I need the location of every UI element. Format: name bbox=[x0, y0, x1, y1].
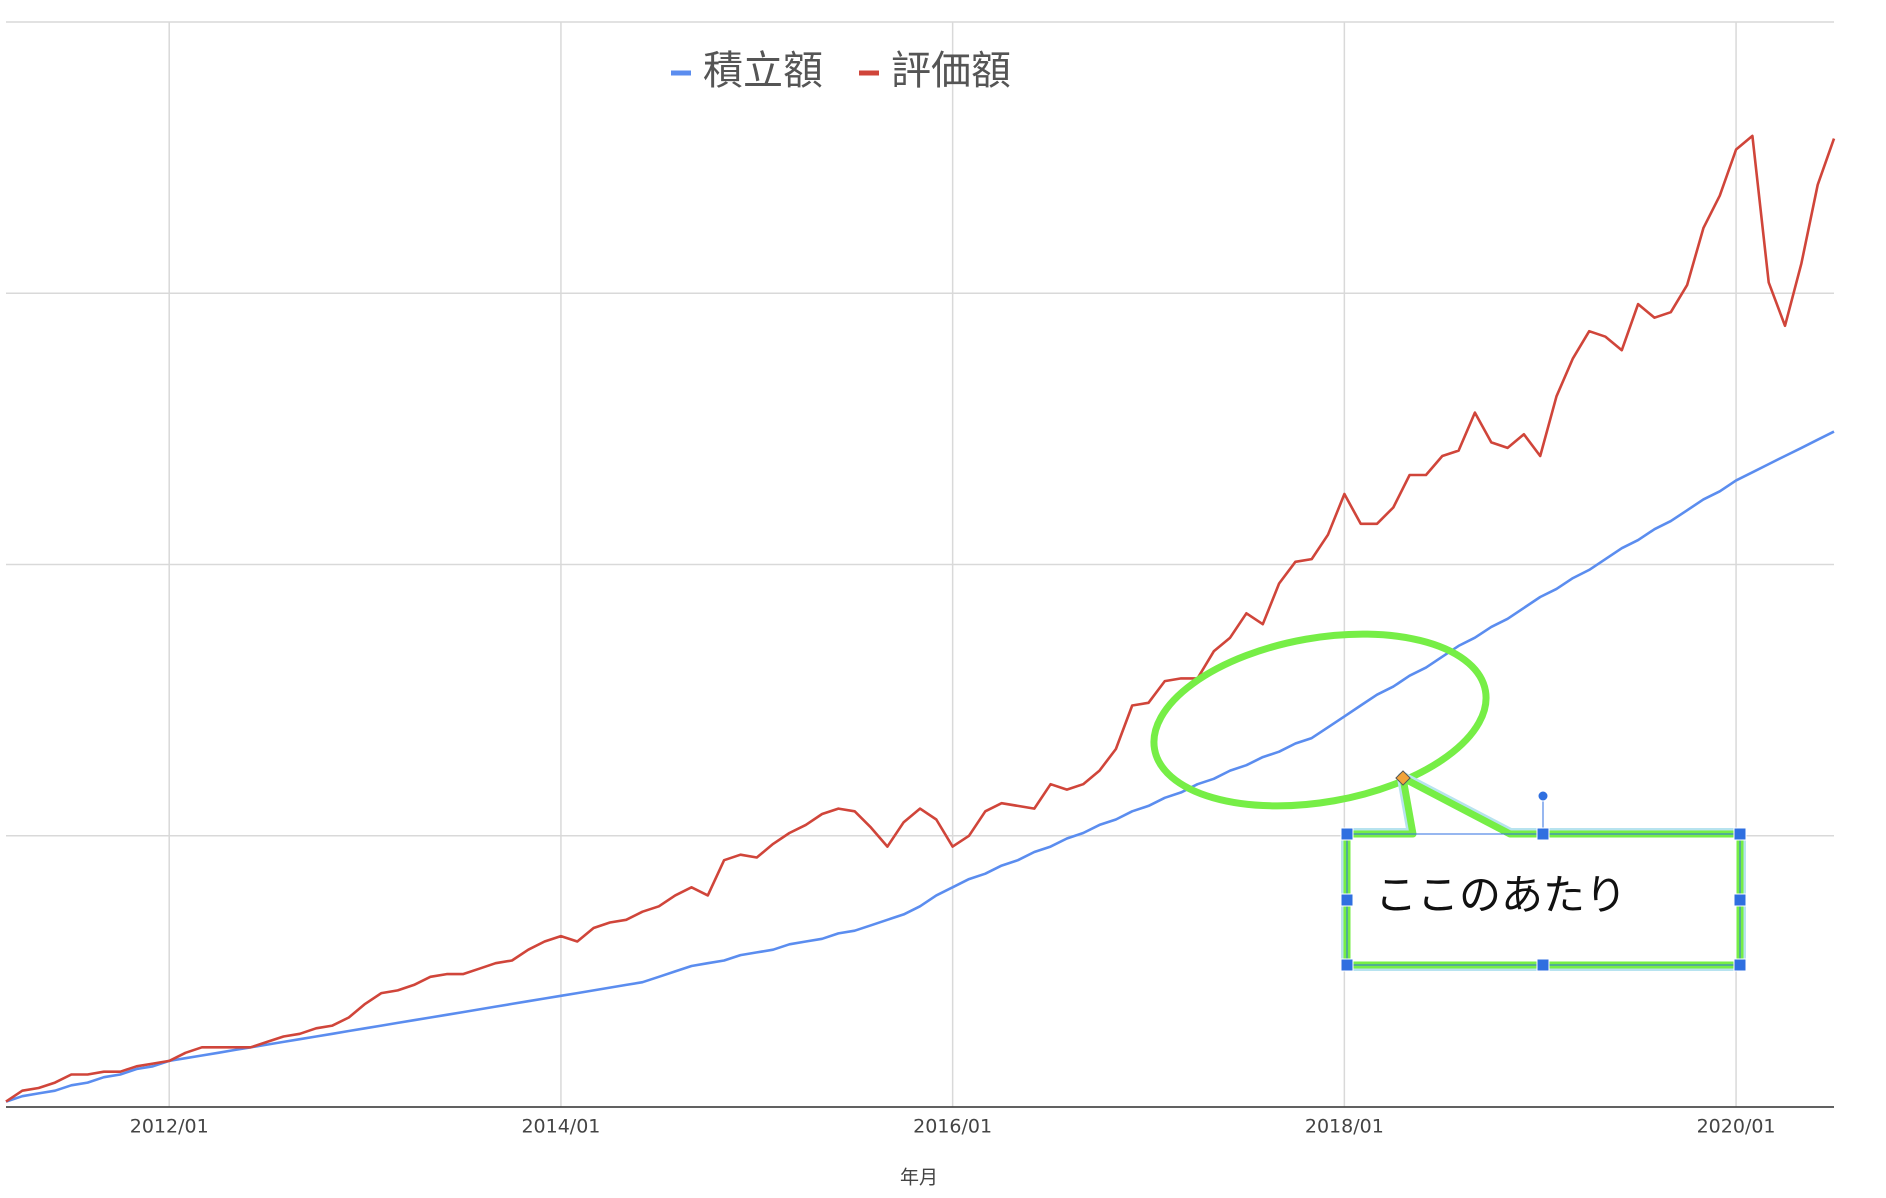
resize-handle[interactable] bbox=[1340, 893, 1354, 907]
legend: 積立額 評価額 bbox=[671, 48, 1011, 94]
series-line bbox=[5, 134, 1836, 1103]
resize-handle[interactable] bbox=[1536, 827, 1550, 841]
x-tick-label: 2014/01 bbox=[521, 1116, 600, 1138]
x-tick-label: 2018/01 bbox=[1305, 1116, 1384, 1138]
resize-handle[interactable] bbox=[1733, 893, 1747, 907]
plot-lines bbox=[5, 134, 1836, 1103]
x-ticks: 2012/01 2014/01 2016/01 2018/01 2020/01 bbox=[130, 1116, 1776, 1138]
series-line bbox=[5, 430, 1835, 1103]
highlight-ellipse bbox=[1150, 630, 1490, 810]
x-axis-title: 年月 bbox=[900, 1167, 938, 1189]
resize-handle[interactable] bbox=[1733, 958, 1747, 972]
x-tick-label: 2016/01 bbox=[913, 1116, 992, 1138]
callout-text[interactable]: ここのあたり bbox=[1375, 871, 1627, 920]
tail-handle[interactable] bbox=[1395, 770, 1411, 786]
x-tick-label: 2012/01 bbox=[130, 1116, 209, 1138]
resize-handle[interactable] bbox=[1340, 958, 1354, 972]
legend-label: 積立額 bbox=[703, 48, 823, 94]
resize-handle[interactable] bbox=[1733, 827, 1747, 841]
resize-handle[interactable] bbox=[1536, 958, 1550, 972]
selection-handles bbox=[1340, 770, 1747, 972]
resize-handle[interactable] bbox=[1340, 827, 1354, 841]
legend-label: 評価額 bbox=[891, 48, 1011, 94]
x-tick-label: 2020/01 bbox=[1697, 1116, 1776, 1138]
rotate-handle[interactable] bbox=[1537, 790, 1549, 802]
